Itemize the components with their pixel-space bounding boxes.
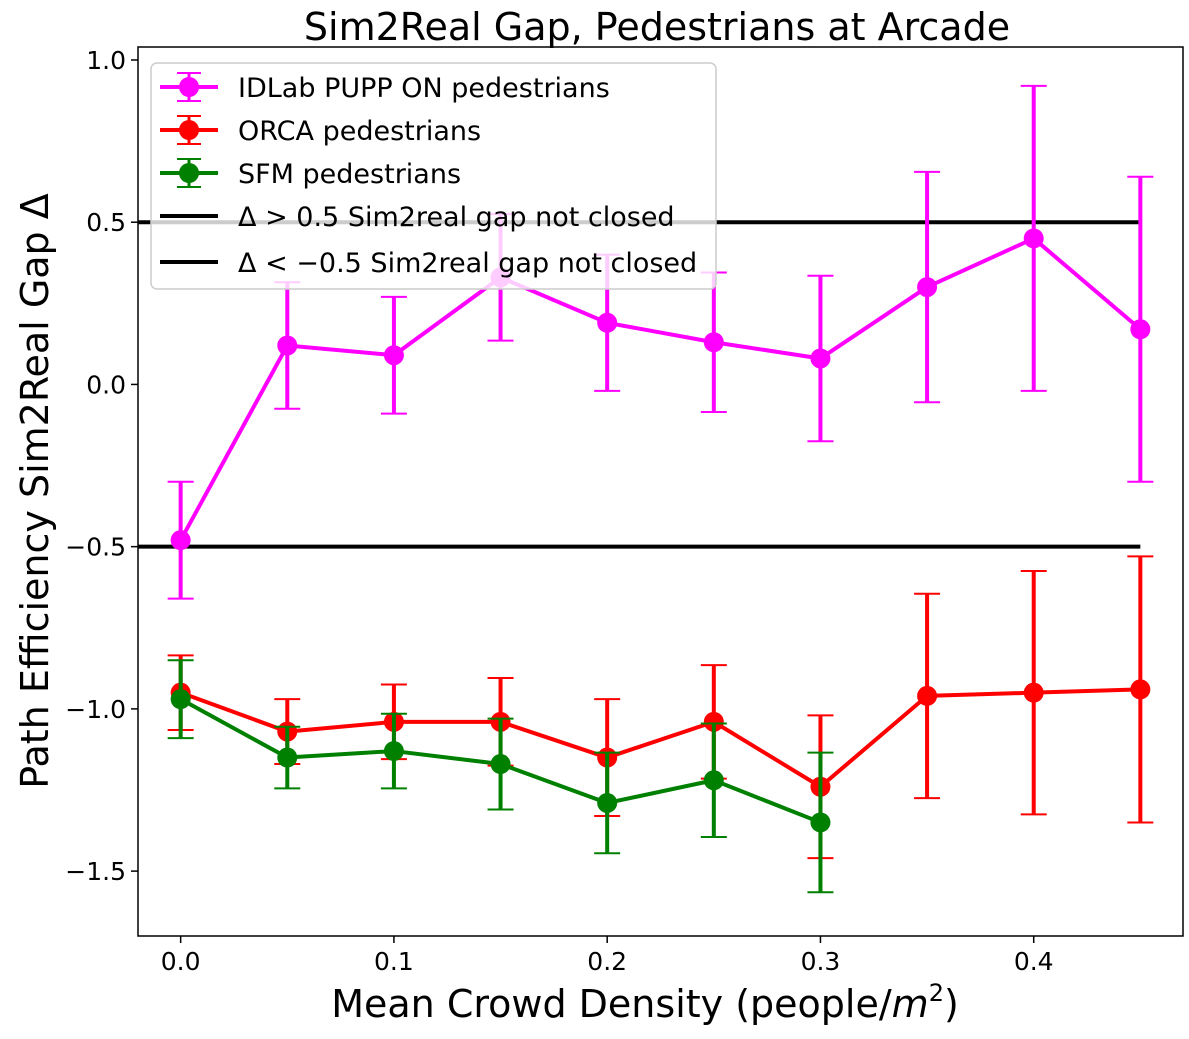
- legend-box: [150, 62, 717, 290]
- chart-title: Sim2Real Gap, Pedestrians at Arcade: [304, 5, 1010, 49]
- x-tick-label-3: 0.3: [801, 947, 841, 976]
- x-tick-label-0: 0.0: [161, 947, 201, 976]
- data-point-1-8: [1023, 682, 1044, 703]
- plot-frame: [137, 46, 1184, 937]
- legend-ref-value-0: 0.5: [296, 202, 339, 233]
- legend-ref-prefix-1: Δ: [238, 248, 257, 279]
- data-point-0-0: [170, 530, 191, 551]
- x-axis-label-unit: m: [892, 982, 929, 1026]
- data-point-2-0: [170, 689, 191, 710]
- data-point-2-3: [490, 754, 511, 775]
- x-tick-label-4: 0.4: [1014, 947, 1054, 976]
- y-axis: 1.0 0.5 0.0 −0.5 −1.0 −1.5: [65, 46, 138, 886]
- y-tick-label-0: 1.0: [86, 46, 126, 75]
- series-line-0: [178, 236, 1142, 542]
- x-tick-label-1: 0.1: [374, 947, 414, 976]
- legend-marker-0: [179, 77, 199, 97]
- x-axis: 0.0 0.1 0.2 0.3 0.4: [161, 936, 1054, 976]
- data-point-2-1: [277, 747, 298, 768]
- data-point-0-9: [1130, 319, 1151, 340]
- y-tick-label-4: −1.0: [65, 695, 126, 724]
- data-point-2-4: [597, 792, 618, 813]
- legend-marker-1: [179, 120, 199, 140]
- legend-label-2: SFM pedestrians: [238, 159, 461, 190]
- legend-ref-label-0: Δ > 0.5 Sim2real gap not closed: [238, 202, 675, 233]
- series-line-1: [179, 687, 1141, 789]
- data-point-0-4: [597, 312, 618, 333]
- y-axis-label: Path Efficiency Sim2Real Gap Δ: [13, 193, 57, 788]
- data-point-1-9: [1130, 679, 1151, 700]
- legend-ref-prefix-0: Δ: [238, 202, 257, 233]
- data-point-0-2: [383, 345, 404, 366]
- legend-ref-op-0: >: [256, 202, 296, 233]
- data-point-2-2: [383, 741, 404, 762]
- legend-ref-op-1: <: [256, 248, 296, 279]
- legend-ref-label-1: Δ < −0.5 Sim2real gap not closed: [238, 248, 697, 279]
- data-point-0-1: [277, 335, 298, 356]
- data-point-0-6: [810, 348, 831, 369]
- y-tick-label-2: 0.0: [86, 370, 126, 399]
- data-point-0-5: [703, 332, 724, 353]
- legend-ref-rest-1: Sim2real gap not closed: [362, 248, 697, 279]
- data-point-2-6: [810, 812, 831, 833]
- data-point-2-5: [703, 770, 724, 791]
- legend-label-1: ORCA pedestrians: [238, 116, 481, 147]
- data-point-1-5: [703, 711, 724, 732]
- x-axis-label-exponent: 2: [929, 979, 944, 1007]
- data-point-1-7: [917, 685, 938, 706]
- x-axis-label-close: ): [944, 982, 959, 1026]
- x-axis-label-text: Mean Crowd Density (people/: [331, 982, 892, 1026]
- series-1: [167, 555, 1154, 860]
- x-tick-label-2: 0.2: [587, 947, 627, 976]
- legend: IDLab PUPP ON pedestrians ORCA pedestrian…: [150, 62, 717, 290]
- series-2: [167, 659, 834, 894]
- y-tick-label-1: 0.5: [86, 208, 126, 237]
- data-point-0-8: [1023, 228, 1044, 249]
- legend-label-0: IDLab PUPP ON pedestrians: [238, 73, 610, 104]
- legend-ref-rest-0: Sim2real gap not closed: [339, 202, 674, 233]
- x-axis-label: Mean Crowd Density (people/m2): [331, 979, 959, 1026]
- legend-ref-value-1: −0.5: [296, 248, 362, 279]
- data-point-0-7: [917, 277, 938, 298]
- legend-marker-2: [179, 163, 199, 183]
- y-tick-label-5: −1.5: [65, 857, 126, 886]
- y-tick-label-3: −0.5: [65, 533, 126, 562]
